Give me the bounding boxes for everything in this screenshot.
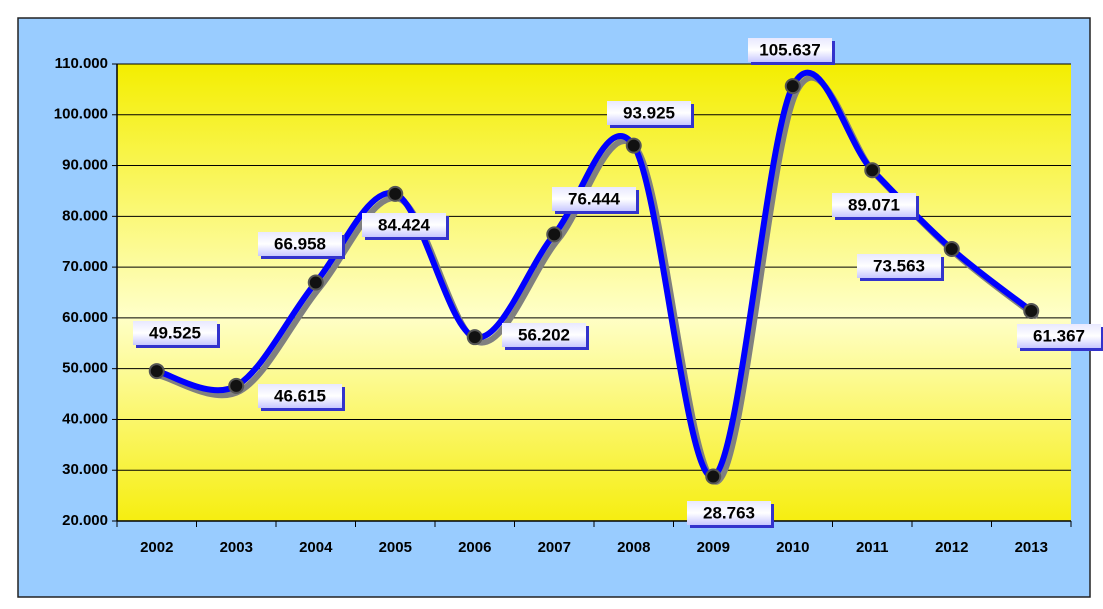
- y-tick-label: 50.000: [62, 360, 108, 377]
- marker: [943, 241, 960, 258]
- y-tick-label: 110.000: [55, 55, 108, 72]
- marker: [148, 363, 165, 380]
- x-tick-label: 2013: [1015, 539, 1048, 556]
- marker: [546, 226, 563, 243]
- x-tick-label: 2004: [299, 539, 333, 556]
- value-label-box: [1017, 324, 1101, 348]
- x-tick-label: 2009: [697, 539, 730, 556]
- x-tick-label: 2002: [140, 539, 173, 556]
- y-tick-label: 90.000: [62, 157, 108, 174]
- y-tick-label: 70.000: [62, 258, 108, 275]
- value-label: 76.444: [568, 189, 621, 208]
- value-label: 56.202: [518, 325, 570, 344]
- plot-area: [117, 64, 1071, 521]
- value-label-box: [258, 232, 342, 256]
- x-tick-label: 2008: [617, 539, 650, 556]
- value-label: 28.763: [703, 503, 755, 522]
- value-label-box: [748, 38, 832, 62]
- x-tick-label: 2011: [856, 539, 889, 556]
- y-tick-label: 100.000: [54, 106, 108, 123]
- marker: [307, 274, 324, 291]
- x-tick-label: 2010: [776, 539, 809, 556]
- marker: [387, 185, 404, 202]
- x-tick-label: 2006: [458, 539, 491, 556]
- value-label-box: [687, 501, 771, 525]
- value-label-box: [832, 193, 916, 217]
- x-tick-label: 2012: [935, 539, 968, 556]
- marker: [228, 377, 245, 394]
- value-label: 93.925: [623, 103, 675, 122]
- value-label-box: [362, 213, 446, 237]
- value-label-box: [552, 187, 636, 211]
- x-tick-label: 2007: [538, 539, 571, 556]
- marker: [864, 162, 881, 179]
- value-label-box: [857, 254, 941, 278]
- marker: [1023, 302, 1040, 319]
- x-tick-label: 2005: [379, 539, 412, 556]
- value-label-box: [133, 321, 217, 345]
- y-tick-label: 30.000: [62, 461, 108, 478]
- marker: [466, 329, 483, 346]
- value-label: 89.071: [848, 195, 900, 214]
- value-label: 46.615: [274, 386, 326, 405]
- value-label-box: [502, 323, 586, 347]
- value-label-box: [607, 101, 691, 125]
- marker: [705, 468, 722, 485]
- marker: [625, 137, 642, 154]
- value-label: 105.637: [759, 40, 820, 59]
- y-tick-label: 60.000: [62, 309, 108, 326]
- value-label-box: [258, 384, 342, 408]
- x-tick-label: 2003: [220, 539, 253, 556]
- marker: [784, 78, 801, 95]
- value-label: 73.563: [873, 256, 925, 275]
- y-tick-label: 20.000: [62, 512, 108, 529]
- value-label: 61.367: [1033, 326, 1085, 345]
- value-label: 66.958: [274, 234, 326, 253]
- y-tick-label: 40.000: [62, 410, 108, 427]
- y-tick-label: 80.000: [62, 207, 108, 224]
- value-label: 49.525: [149, 323, 201, 342]
- value-label: 84.424: [378, 215, 431, 234]
